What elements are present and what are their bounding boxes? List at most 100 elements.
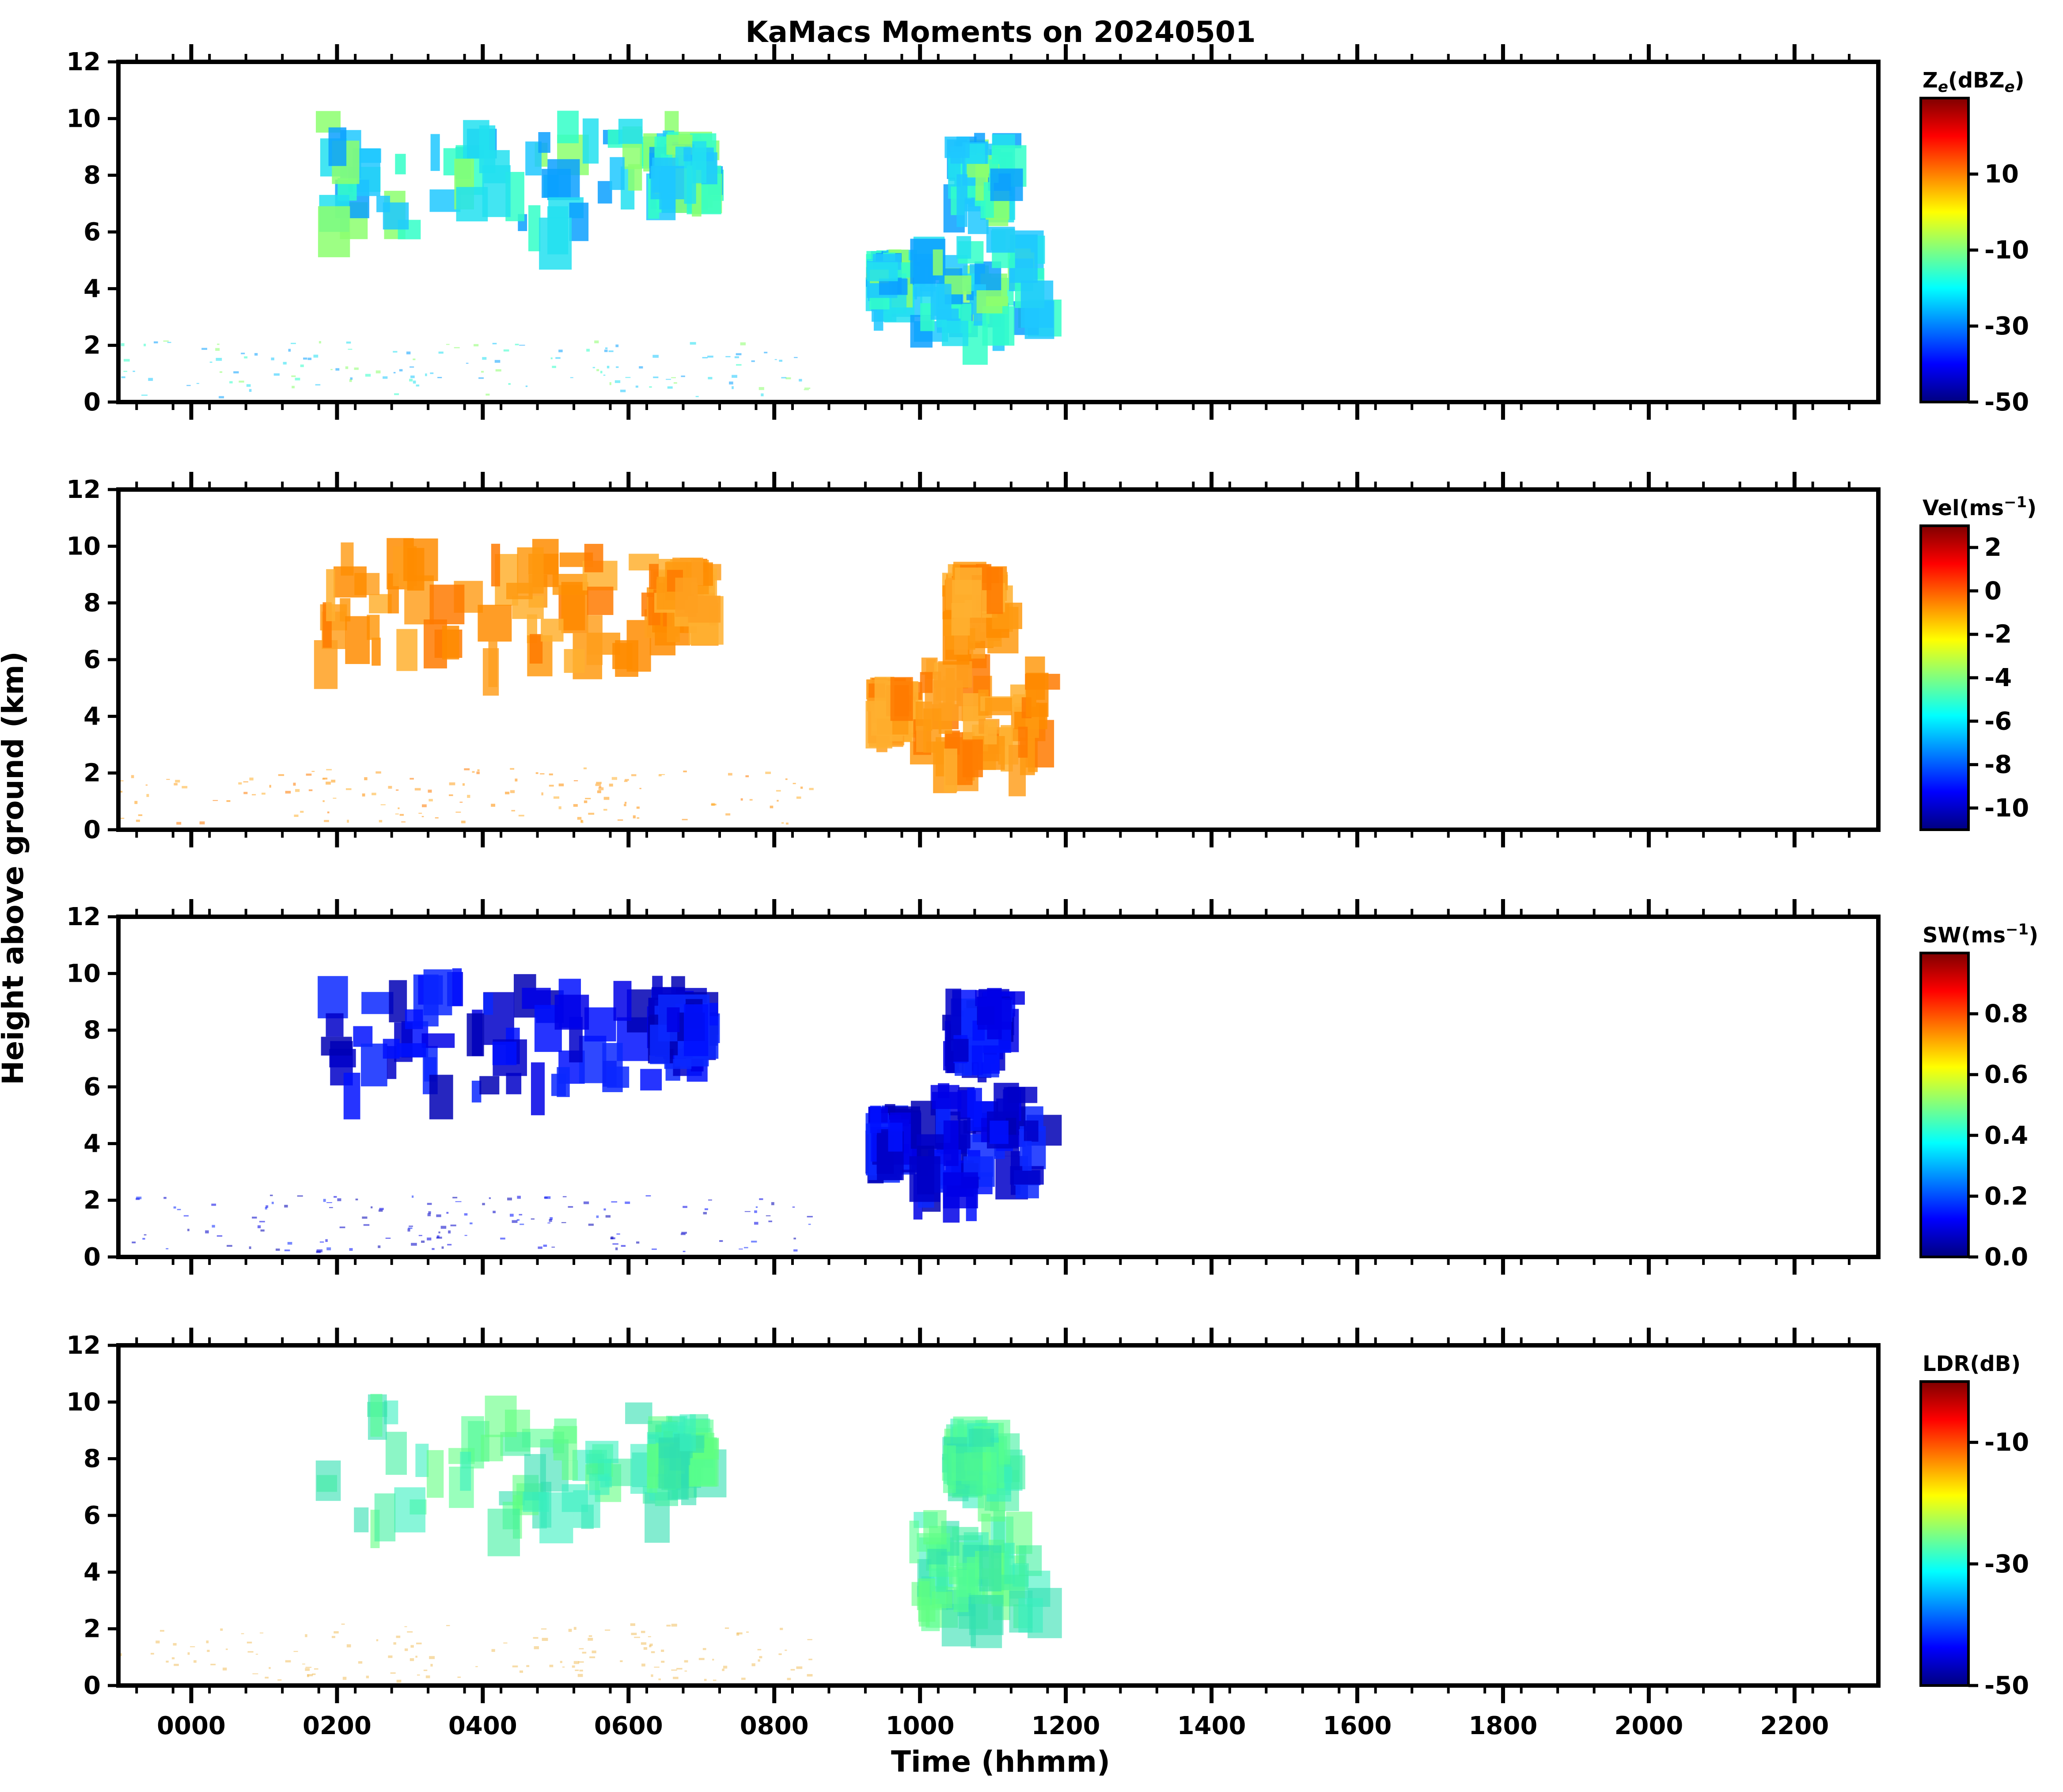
echo-mark — [399, 814, 404, 816]
echo-mark — [636, 1241, 640, 1244]
echo-mark — [596, 1215, 599, 1218]
echo-mark — [339, 1226, 345, 1228]
echo-mark — [211, 1204, 216, 1206]
echo-mark — [511, 810, 516, 812]
echo-mark — [489, 1197, 491, 1199]
echo-mark — [588, 1635, 592, 1637]
colorbar-sw — [1919, 952, 1970, 1258]
echo-low-clutter — [118, 767, 814, 825]
echo-mark — [318, 976, 348, 1018]
echo-mark — [452, 1196, 458, 1199]
echo-mark — [436, 1237, 442, 1239]
echo-mark — [634, 1636, 640, 1638]
echo-mark — [411, 1243, 417, 1246]
y-tick-label: 12 — [66, 475, 101, 504]
echo-mark — [123, 359, 130, 362]
colorbar-label: SW(ms−1) — [1923, 921, 2038, 948]
echo-mark — [809, 788, 814, 790]
echo-mark — [641, 1663, 645, 1667]
echo-mark — [746, 1631, 749, 1633]
echo-mark — [589, 1656, 595, 1659]
echo-mark — [594, 340, 599, 343]
echo-mark — [631, 774, 637, 776]
echo-mark — [430, 134, 440, 171]
echo-mark — [909, 1156, 940, 1202]
echo-mark — [183, 1215, 189, 1217]
echo-mark — [361, 992, 394, 1014]
echo-mark — [555, 357, 561, 359]
echo-mark — [345, 366, 349, 369]
echo-mark — [260, 1229, 265, 1232]
echo-mark — [417, 1674, 420, 1676]
echo-upper-cloud-main — [318, 968, 692, 1120]
echo-mark — [749, 799, 753, 801]
echo-mark — [666, 1625, 671, 1627]
echo-mark — [909, 1520, 919, 1564]
echo-mark — [300, 811, 304, 813]
echo-mark — [948, 1039, 969, 1062]
echo-mark — [509, 1214, 514, 1217]
echo-mark — [969, 1595, 1004, 1635]
echo-mark — [605, 1215, 611, 1218]
echo-cloud-2100-upper — [943, 133, 1027, 234]
echo-mark — [163, 340, 169, 342]
echo-mark — [477, 769, 480, 771]
echo-mark — [331, 779, 336, 783]
echo-mark — [429, 799, 433, 801]
echo-mark — [568, 1629, 572, 1632]
echo-mark — [596, 369, 599, 372]
echo-mark — [418, 1235, 422, 1236]
echo-mark — [603, 374, 606, 376]
echo-mark — [616, 1233, 620, 1235]
echo-mark — [943, 1445, 956, 1493]
echo-mark — [206, 1640, 209, 1644]
echo-mark — [525, 385, 528, 387]
echo-mark — [295, 377, 300, 381]
echo-mark — [573, 1490, 600, 1528]
echo-mark — [160, 1630, 164, 1632]
echo-mark — [190, 1646, 195, 1648]
echo-mark — [321, 1036, 352, 1056]
echo-mark — [781, 822, 784, 824]
y-tick-label: 8 — [83, 589, 101, 618]
echo-mark — [711, 804, 717, 805]
echo-mark — [676, 1668, 683, 1670]
echo-mark — [295, 789, 300, 792]
echo-mark — [967, 1557, 978, 1593]
echo-mark — [399, 369, 403, 372]
echo-mark — [540, 773, 545, 775]
echo-mark — [466, 363, 469, 364]
echo-mark — [365, 374, 371, 377]
echo-mark — [549, 1664, 554, 1667]
echo-mark — [807, 1639, 812, 1640]
echo-mark — [538, 1246, 542, 1249]
echo-mark — [652, 1248, 657, 1250]
y-tick-label: 12 — [66, 48, 101, 76]
echo-mark — [690, 342, 696, 345]
echo-mark — [362, 793, 365, 797]
echo-mark — [625, 779, 629, 781]
echo-mark — [736, 353, 742, 356]
colorbar-tick-label: 2 — [1984, 533, 2002, 562]
echo-mark — [432, 1248, 435, 1250]
echo-mark — [732, 386, 734, 389]
echo-mark — [624, 780, 628, 782]
echo-mark — [492, 342, 497, 345]
echo-mark — [648, 1636, 651, 1637]
echo-mark — [515, 344, 519, 345]
echo-mark — [294, 814, 299, 817]
echo-mark — [182, 786, 188, 789]
echo-mark — [396, 1636, 401, 1638]
echo-mark — [708, 377, 713, 380]
echo-mark — [650, 1025, 670, 1064]
echo-mark — [650, 166, 684, 200]
x-tick-label: 0000 — [157, 1712, 226, 1740]
y-tick-label: 4 — [83, 1558, 101, 1587]
echo-mark — [145, 784, 148, 786]
echo-mark — [932, 1092, 962, 1109]
echo-mark — [786, 822, 789, 825]
echo-upper-cloud-1300 — [647, 1414, 727, 1506]
echo-mark — [702, 1648, 706, 1650]
echo-mark — [564, 649, 585, 673]
echo-mark — [653, 376, 659, 378]
